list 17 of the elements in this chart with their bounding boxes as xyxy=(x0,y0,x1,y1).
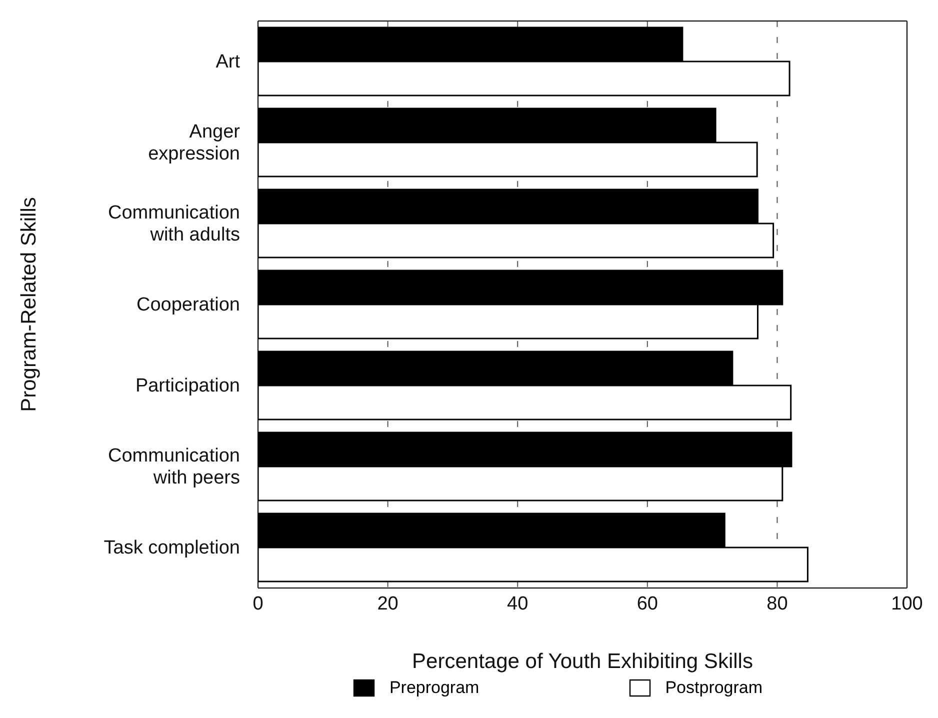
y-tick-label: Communication with peers xyxy=(108,445,240,488)
y-tick-label: Task completion xyxy=(104,537,240,558)
x-tick-label: 0 xyxy=(252,593,264,614)
y-tick-label: Art xyxy=(216,51,241,72)
x-tick-label: 80 xyxy=(766,593,788,614)
legend-label: Postprogram xyxy=(665,678,763,698)
y-tick-label: Cooperation xyxy=(136,294,240,315)
x-tick-label: 60 xyxy=(636,593,658,614)
y-tick-label: Communication with adults xyxy=(108,202,240,245)
x-tick-label: 100 xyxy=(891,593,923,614)
y-tick-label: Participation xyxy=(135,375,240,396)
y-axis-title: Program-Related Skills xyxy=(17,197,40,412)
x-tick-label: 20 xyxy=(377,593,398,614)
x-axis-title: Percentage of Youth Exhibiting Skills xyxy=(412,650,753,673)
legend-label: Preprogram xyxy=(389,678,480,698)
x-tick-label: 40 xyxy=(507,593,528,614)
y-tick-label: Anger expression xyxy=(148,121,241,164)
